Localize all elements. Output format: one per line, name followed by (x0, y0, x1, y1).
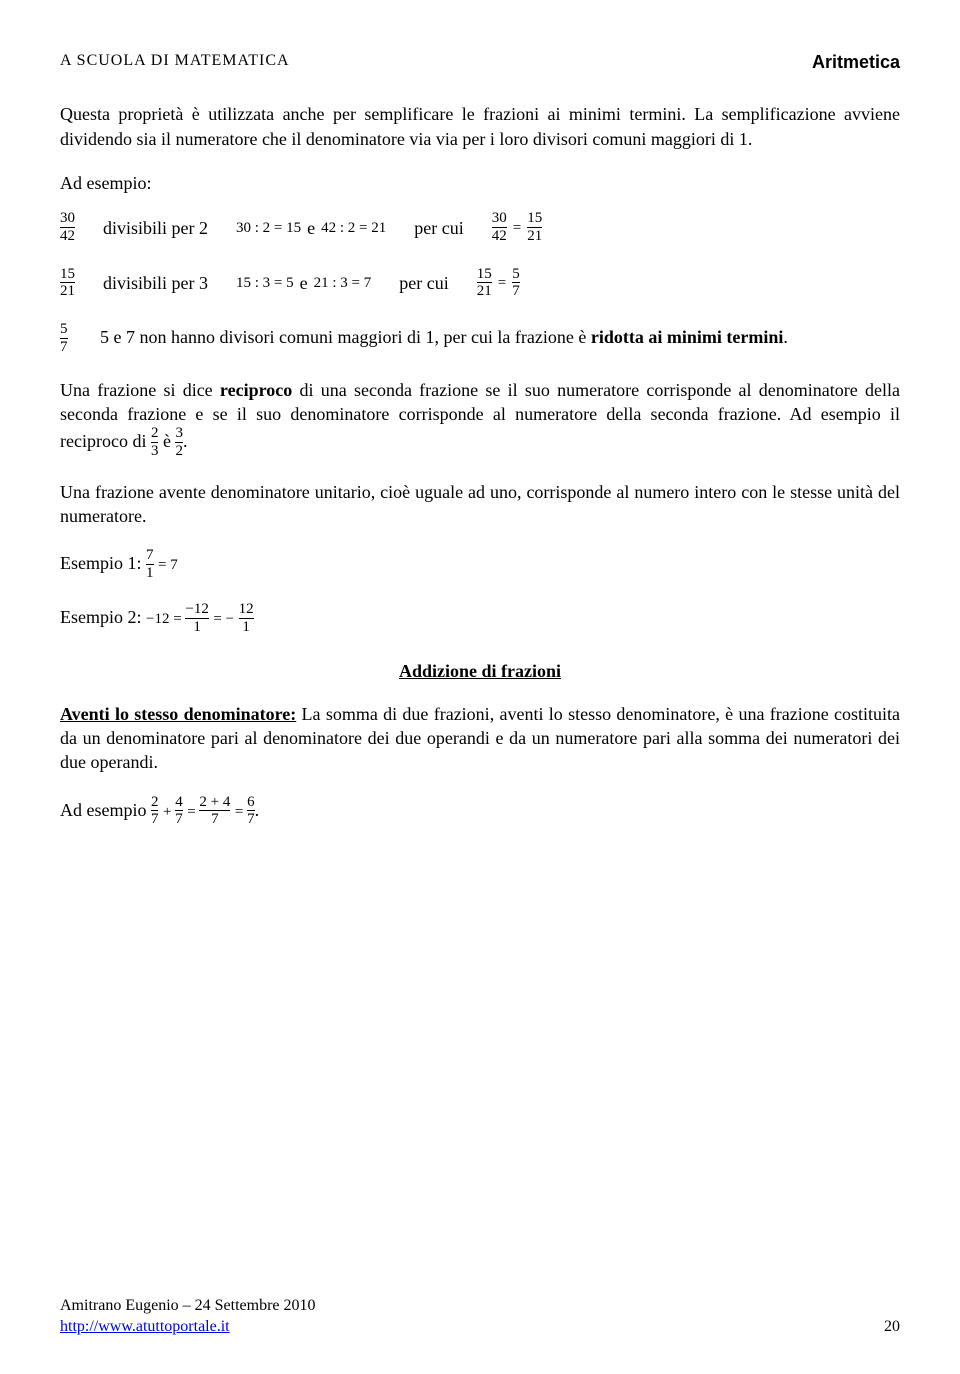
fraction: 2 3 (151, 426, 159, 460)
footer-left: Amitrano Eugenio – 24 Settembre 2010 htt… (60, 1295, 316, 1338)
page-footer: Amitrano Eugenio – 24 Settembre 2010 htt… (60, 1295, 900, 1338)
fraction: 2 + 4 7 (199, 795, 230, 829)
fraction: 15 21 (60, 267, 75, 301)
unitario-paragraph: Una frazione avente denominatore unitari… (60, 480, 900, 529)
esempio-1: Esempio 1: 7 1 = 7 (60, 548, 900, 582)
example-row-3: 5 7 5 e 7 non hanno divisori comuni magg… (60, 322, 900, 356)
reciproco-paragraph: Una frazione si dice reciproco di una se… (60, 378, 900, 460)
ad-esempio-label: Ad esempio: (60, 171, 900, 195)
fraction: −12 1 (185, 602, 208, 636)
header-right: Aritmetica (812, 50, 900, 74)
intro-paragraph: Questa proprietà è utilizzata anche per … (60, 102, 900, 151)
equality: 30 42 = 15 21 (492, 211, 542, 245)
fraction: 5 7 (60, 322, 68, 356)
fraction: 30 42 (60, 211, 75, 245)
page-number: 20 (884, 1316, 900, 1338)
calc-group: 30 : 2 = 15 e 42 : 2 = 21 (236, 216, 386, 240)
per-cui-label: per cui (414, 216, 463, 240)
divisibili-label: divisibili per 3 (103, 271, 208, 295)
example-row-2: 15 21 divisibili per 3 15 : 3 = 5 e 21 :… (60, 267, 900, 301)
fraction: 4 7 (175, 795, 183, 829)
esempio-2: Esempio 2: −12 = −12 1 = − 12 1 (60, 602, 900, 636)
fraction: 12 1 (239, 602, 254, 636)
fraction: 7 1 (146, 548, 154, 582)
addizione-paragraph: Aventi lo stesso denominatore: La somma … (60, 702, 900, 775)
equality: 15 21 = 5 7 (477, 267, 520, 301)
addizione-esempio: Ad esempio 2 7 + 4 7 = 2 + 4 7 = 6 7 . (60, 795, 900, 829)
header-left: A SCUOLA DI MATEMATICA (60, 50, 290, 72)
per-cui-label: per cui (399, 271, 448, 295)
section-title-addizione: Addizione di frazioni (60, 659, 900, 683)
footer-author-date: Amitrano Eugenio – 24 Settembre 2010 (60, 1295, 316, 1317)
fraction: 3 2 (175, 426, 183, 460)
calc-group: 15 : 3 = 5 e 21 : 3 = 7 (236, 271, 371, 295)
fraction: 6 7 (247, 795, 255, 829)
footer-link[interactable]: http://www.atuttoportale.it (60, 1318, 230, 1335)
page-header: A SCUOLA DI MATEMATICA Aritmetica (60, 50, 900, 74)
divisibili-label: divisibili per 2 (103, 216, 208, 240)
example-row-1: 30 42 divisibili per 2 30 : 2 = 15 e 42 … (60, 211, 900, 245)
fraction: 2 7 (151, 795, 159, 829)
